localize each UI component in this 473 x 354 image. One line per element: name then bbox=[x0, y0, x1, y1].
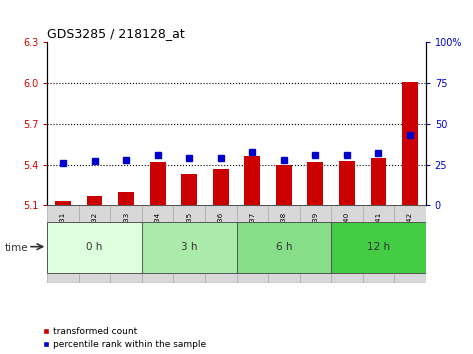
Bar bbox=[394, 205, 426, 283]
Text: GSM286037: GSM286037 bbox=[249, 212, 255, 256]
Text: time: time bbox=[5, 243, 28, 253]
Bar bbox=[142, 205, 174, 283]
Text: GSM286042: GSM286042 bbox=[407, 212, 413, 256]
Bar bbox=[87, 196, 103, 205]
Text: 3 h: 3 h bbox=[181, 242, 197, 252]
Bar bbox=[339, 160, 355, 205]
Bar bbox=[236, 205, 268, 283]
Text: GSM286038: GSM286038 bbox=[281, 212, 287, 256]
Bar bbox=[47, 205, 79, 283]
Bar bbox=[118, 192, 134, 205]
Text: GSM286031: GSM286031 bbox=[60, 212, 66, 256]
Bar bbox=[245, 156, 260, 205]
Text: GDS3285 / 218128_at: GDS3285 / 218128_at bbox=[47, 27, 185, 40]
Bar bbox=[205, 205, 236, 283]
Bar bbox=[402, 82, 418, 205]
Bar bbox=[47, 222, 142, 273]
Text: GSM286036: GSM286036 bbox=[218, 212, 224, 256]
Text: 6 h: 6 h bbox=[276, 242, 292, 252]
Text: GSM286039: GSM286039 bbox=[312, 212, 318, 256]
Bar bbox=[299, 205, 331, 283]
Bar bbox=[142, 222, 236, 273]
Text: 0 h: 0 h bbox=[87, 242, 103, 252]
Bar bbox=[79, 205, 110, 283]
Bar bbox=[150, 162, 166, 205]
Bar bbox=[268, 205, 299, 283]
Text: GSM286041: GSM286041 bbox=[376, 212, 381, 256]
Bar bbox=[213, 169, 228, 205]
Bar bbox=[363, 205, 394, 283]
Bar bbox=[276, 165, 292, 205]
Text: GSM286032: GSM286032 bbox=[92, 212, 97, 256]
Bar bbox=[181, 174, 197, 205]
Bar bbox=[331, 205, 363, 283]
Text: GSM286034: GSM286034 bbox=[155, 212, 161, 256]
Bar bbox=[236, 222, 331, 273]
Text: GSM286035: GSM286035 bbox=[186, 212, 192, 256]
Bar bbox=[55, 201, 71, 205]
Bar bbox=[307, 162, 323, 205]
Text: GSM286040: GSM286040 bbox=[344, 212, 350, 256]
Text: 12 h: 12 h bbox=[367, 242, 390, 252]
Legend: transformed count, percentile rank within the sample: transformed count, percentile rank withi… bbox=[43, 327, 206, 349]
Bar bbox=[370, 158, 386, 205]
Text: GSM286033: GSM286033 bbox=[123, 212, 129, 256]
Bar bbox=[110, 205, 142, 283]
Bar bbox=[174, 205, 205, 283]
Bar bbox=[331, 222, 426, 273]
